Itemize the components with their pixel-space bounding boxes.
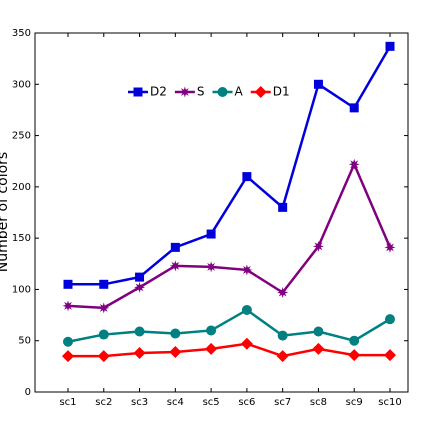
x-tick-label: sc3 (131, 397, 148, 408)
y-tick-label: 0 (25, 387, 31, 398)
plot-frame (34, 32, 409, 393)
marker (254, 86, 267, 98)
marker (206, 325, 217, 336)
series-line (67, 161, 392, 310)
marker (349, 335, 360, 346)
marker (385, 41, 395, 51)
marker (134, 281, 146, 293)
marker (241, 264, 253, 276)
marker (133, 347, 146, 360)
x-tick-label: sc9 (346, 397, 363, 408)
marker (276, 350, 289, 363)
marker (348, 349, 361, 362)
marker (134, 326, 145, 337)
marker (312, 342, 325, 355)
x-tick-label: sc5 (203, 397, 220, 408)
legend-label: D1 (273, 85, 290, 99)
y-tick-label: 100 (12, 284, 31, 295)
marker (277, 287, 289, 299)
legend-label: S (197, 85, 205, 99)
marker (99, 279, 109, 289)
y-tick-label: 50 (18, 336, 31, 347)
series-line (68, 342, 390, 358)
marker (62, 300, 74, 312)
x-tick-label: sc7 (274, 397, 291, 408)
marker (205, 261, 217, 273)
y-tick-label: 250 (12, 131, 31, 142)
marker (349, 103, 359, 113)
marker (348, 158, 360, 170)
marker (97, 350, 110, 363)
legend-label: A (235, 85, 244, 99)
marker (169, 260, 181, 272)
x-tick-label: sc1 (59, 397, 76, 408)
y-tick-label: 150 (12, 233, 31, 244)
marker (133, 87, 143, 97)
marker (170, 242, 180, 252)
y-tick-label: 300 (12, 79, 31, 90)
legend-label: D2 (150, 85, 167, 99)
marker (384, 241, 396, 253)
marker (241, 304, 252, 315)
y-tick-label: 200 (12, 182, 31, 193)
marker (63, 336, 73, 347)
y-axis-label: Number of colors (0, 152, 11, 272)
marker (240, 337, 253, 350)
series-line (68, 45, 392, 286)
series-line (67, 308, 391, 343)
marker (98, 302, 110, 314)
marker (278, 202, 288, 212)
marker (217, 87, 228, 97)
marker (63, 279, 73, 289)
marker (179, 86, 191, 98)
x-tick-label: sc2 (95, 397, 112, 408)
marker (170, 328, 181, 339)
x-tick-label: sc6 (238, 397, 255, 408)
x-tick-label: sc4 (167, 397, 184, 408)
marker (312, 240, 324, 252)
marker (206, 229, 216, 239)
marker (313, 79, 323, 89)
marker (384, 349, 396, 362)
x-tick-label: sc8 (310, 397, 327, 408)
marker (277, 330, 288, 341)
marker (135, 272, 145, 282)
marker (169, 345, 182, 358)
marker (313, 326, 324, 337)
marker (205, 342, 218, 355)
y-tick-label: 350 (12, 28, 31, 39)
x-tick-label: sc10 (378, 397, 401, 408)
marker (385, 314, 395, 325)
marker (242, 172, 252, 182)
marker (62, 350, 74, 363)
marker (98, 329, 109, 340)
